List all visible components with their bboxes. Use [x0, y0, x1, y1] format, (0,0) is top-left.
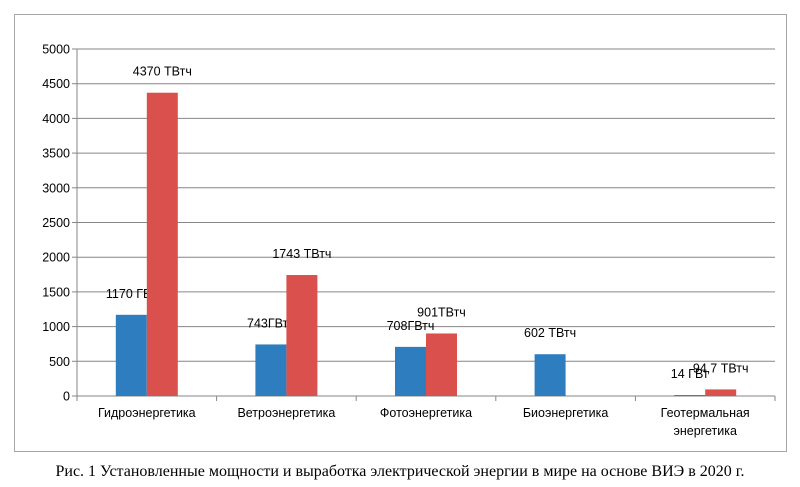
bar — [534, 354, 566, 396]
bar — [426, 333, 457, 396]
data-label: 743ГВтч — [247, 316, 295, 330]
bar — [286, 275, 318, 396]
data-label: 14 ГВт — [671, 367, 709, 381]
bar — [395, 346, 426, 396]
y-tick-label: 1500 — [42, 285, 70, 299]
x-category-label: Ветроэнергетика — [237, 406, 335, 420]
y-tick-label: 2000 — [42, 251, 70, 265]
x-category-label: Гидроэнергетика — [98, 406, 196, 420]
data-label: 1743 ТВтч — [272, 247, 331, 261]
y-tick-label: 500 — [49, 355, 70, 369]
x-category-label: Фотоэнергетика — [380, 406, 472, 420]
data-label: 901ТВтч — [417, 305, 466, 319]
bar-chart: 0 500 1000 1500 2000 2500 3000 3500 4000 4500 5000… — [42, 43, 776, 438]
data-label: 4370 ТВтч — [133, 65, 192, 79]
y-tick-label: 3000 — [42, 181, 70, 195]
x-category-label: Биоэнергетика — [523, 406, 609, 420]
chart-frame: 0 500 1000 1500 2000 2500 3000 3500 4000 4500 5000… — [14, 14, 787, 452]
y-tick-label: 2500 — [42, 216, 70, 230]
y-tick-label: 5000 — [42, 43, 70, 57]
y-tick-label: 4000 — [42, 112, 70, 126]
data-label: 94,7 ТВтч — [693, 361, 749, 375]
data-label: 602 ТВтч — [524, 326, 576, 340]
figure-caption: Рис. 1 Установленные мощности и выработк… — [55, 463, 745, 480]
bar — [146, 92, 178, 397]
x-category-label: энергетика — [673, 424, 736, 438]
y-tick-label: 3500 — [42, 147, 70, 161]
bar — [255, 344, 287, 396]
bar — [115, 314, 147, 396]
data-label: 708ГВтч — [387, 319, 435, 333]
bar — [674, 395, 706, 396]
data-label: 1170 ГВт — [106, 287, 157, 301]
y-tick-label: 4500 — [42, 77, 70, 91]
y-tick-label: 1000 — [42, 320, 70, 334]
bar — [705, 389, 737, 396]
x-category-label: Геотермальная — [661, 406, 750, 420]
y-tick-label: 0 — [63, 390, 70, 404]
